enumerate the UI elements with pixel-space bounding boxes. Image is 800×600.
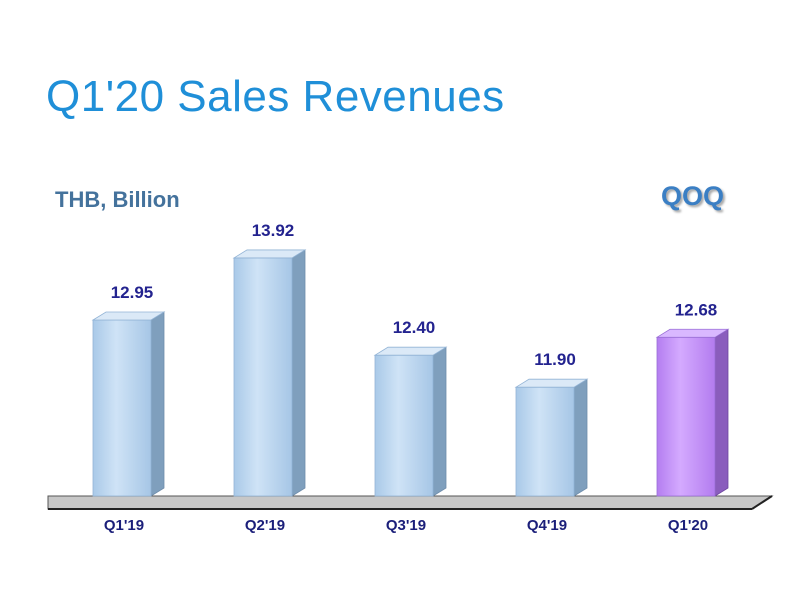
- x-tick-label: Q1'20: [668, 517, 708, 534]
- bar: [655, 328, 730, 497]
- bar-side: [714, 328, 729, 497]
- value-labels: 12.95 13.92 12.40 11.90 12.68: [111, 221, 718, 369]
- bar-top: [232, 249, 307, 259]
- bar: [91, 311, 166, 497]
- value-label: 12.68: [675, 300, 718, 319]
- x-tick-label: Q3'19: [386, 517, 426, 534]
- bar-top: [373, 346, 448, 356]
- bar-front: [374, 354, 434, 497]
- bar-side: [291, 249, 306, 497]
- bar: [373, 346, 448, 497]
- bar-top: [514, 378, 589, 388]
- bar-front: [515, 386, 575, 497]
- bar: [232, 249, 307, 497]
- value-label: 12.95: [111, 283, 154, 302]
- bar-top: [655, 328, 730, 338]
- bar: [514, 378, 589, 497]
- floor-surface: [47, 495, 774, 510]
- bar-side: [150, 311, 165, 497]
- qoq-label: QOQ: [661, 181, 725, 211]
- x-tick-label: Q2'19: [245, 517, 285, 534]
- bar-series: [91, 249, 730, 497]
- floor-edge-right: [751, 495, 773, 510]
- bar-front: [92, 319, 152, 497]
- chart-floor: [47, 495, 774, 510]
- value-label: 13.92: [252, 221, 295, 240]
- unit-label: THB, Billion: [55, 187, 180, 212]
- value-label: 11.90: [534, 350, 576, 369]
- x-tick-label: Q1'19: [104, 517, 144, 534]
- value-label: 12.40: [393, 318, 436, 337]
- x-tick-labels: Q1'19 Q2'19 Q3'19 Q4'19 Q1'20: [104, 517, 708, 534]
- bar-side: [573, 378, 588, 497]
- bar-side: [432, 346, 447, 497]
- bar-front: [656, 336, 716, 497]
- bar-front: [233, 257, 293, 497]
- bar-top: [91, 311, 166, 321]
- x-tick-label: Q4'19: [527, 517, 567, 534]
- page-title: Q1'20 Sales Revenues: [46, 72, 505, 121]
